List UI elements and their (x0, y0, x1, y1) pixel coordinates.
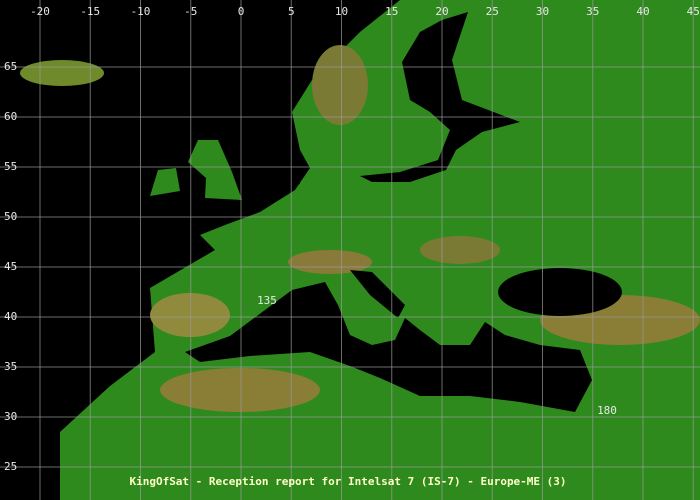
lat-label: 60 (4, 110, 17, 123)
baltic (360, 12, 520, 182)
ireland (150, 168, 180, 196)
mediterranean (185, 282, 592, 412)
lon-label: 45 (687, 5, 700, 18)
seas (185, 12, 622, 412)
black-sea (498, 268, 622, 316)
lat-label: 55 (4, 160, 17, 173)
lon-label: 30 (536, 5, 549, 18)
lat-label: 65 (4, 60, 17, 73)
lon-label: -20 (30, 5, 50, 18)
labels: -20 -15 -10 -5 0 5 10 15 20 25 30 35 40 45 65 60 55 50 45 4… (4, 5, 700, 473)
britain (188, 140, 242, 200)
lon-label: 15 (385, 5, 398, 18)
norway-mountains (312, 45, 368, 125)
lat-label: 40 (4, 310, 17, 323)
iceland (20, 60, 104, 86)
lat-label: 30 (4, 410, 17, 423)
lat-label: 35 (4, 360, 17, 373)
lon-label: 10 (335, 5, 348, 18)
lat-label: 25 (4, 460, 17, 473)
contour-label: 135 (257, 294, 277, 307)
lat-label: 50 (4, 210, 17, 223)
lon-label: 40 (636, 5, 649, 18)
contour-label: 180 (597, 404, 617, 417)
lon-label: 25 (486, 5, 499, 18)
north-sea (240, 110, 300, 200)
lon-label: 35 (586, 5, 599, 18)
carpathians (420, 236, 500, 264)
lon-label: 20 (435, 5, 448, 18)
alps (288, 250, 372, 274)
lon-label: 5 (288, 5, 295, 18)
iberia-highlands (150, 293, 230, 337)
lon-label: -15 (80, 5, 100, 18)
lat-label: 45 (4, 260, 17, 273)
lon-label: 0 (238, 5, 245, 18)
lon-label: -5 (184, 5, 197, 18)
lon-label: -10 (131, 5, 151, 18)
map-title: KingOfSat - Reception report for Intelsa… (129, 475, 566, 488)
atlas (160, 368, 320, 412)
